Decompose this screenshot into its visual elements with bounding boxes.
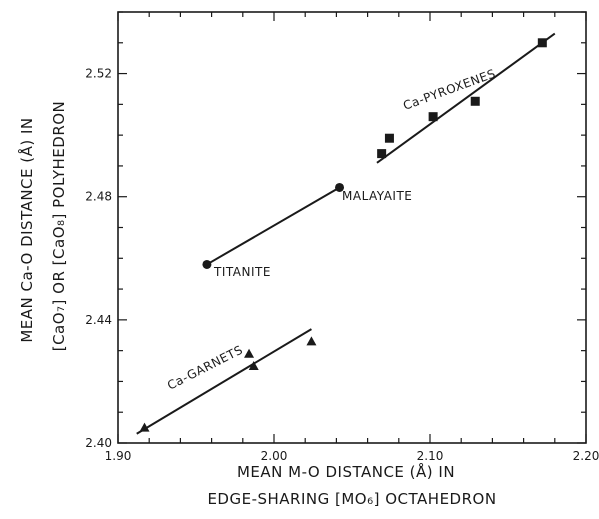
square-marker — [470, 96, 480, 106]
x-axis-title-line1: MEAN M-O DISTANCE (Å) IN — [237, 462, 455, 481]
titanite-label: TITANITE — [213, 265, 271, 279]
fit-line — [376, 32, 556, 164]
fit-lines — [136, 32, 556, 435]
axis-ticks — [117, 11, 587, 444]
x-tick-label: 2.20 — [573, 449, 599, 463]
square-marker — [428, 112, 438, 122]
x-tick-label: 2.00 — [261, 449, 288, 463]
y-tick-label: 2.40 — [85, 436, 112, 450]
x-tick-label: 2.10 — [417, 449, 444, 463]
pyroxenes-label: Ca-PYROXENES — [401, 66, 497, 112]
square-marker — [377, 149, 387, 159]
y-axis-title-line2: [CaO₇] OR [CaO₈] POLYHEDRON — [50, 101, 68, 352]
y-tick-label: 2.44 — [85, 313, 112, 327]
y-axis-title-line1: MEAN Ca-O DISTANCE (Å) IN — [17, 117, 36, 342]
fit-line — [206, 186, 341, 266]
garnets-label: Ca-GARNETS — [165, 343, 245, 393]
triangle-marker — [244, 348, 255, 358]
circle-marker — [335, 182, 345, 192]
y-tick-label: 2.48 — [85, 190, 112, 204]
triangle-marker — [306, 336, 317, 346]
axis-tick-labels: 1.90 2.00 2.10 2.20 2.40 2.44 2.48 2.52 — [85, 67, 599, 463]
square-marker — [537, 38, 547, 48]
malayaite-label: MALAYAITE — [342, 189, 412, 203]
x-axis-title-line2: EDGE-SHARING [MO₆] OCTAHEDRON — [207, 490, 496, 508]
data-markers — [139, 38, 547, 432]
square-marker — [384, 133, 394, 143]
triangle-marker — [248, 361, 259, 371]
circle-marker — [202, 259, 212, 269]
y-tick-label: 2.52 — [85, 67, 112, 81]
point-annotations: Ca-PYROXENES MALAYAITE TITANITE Ca-GARNETS — [165, 66, 498, 392]
triangle-marker — [139, 422, 150, 432]
x-tick-label: 1.90 — [105, 449, 132, 463]
fit-line — [136, 328, 312, 435]
